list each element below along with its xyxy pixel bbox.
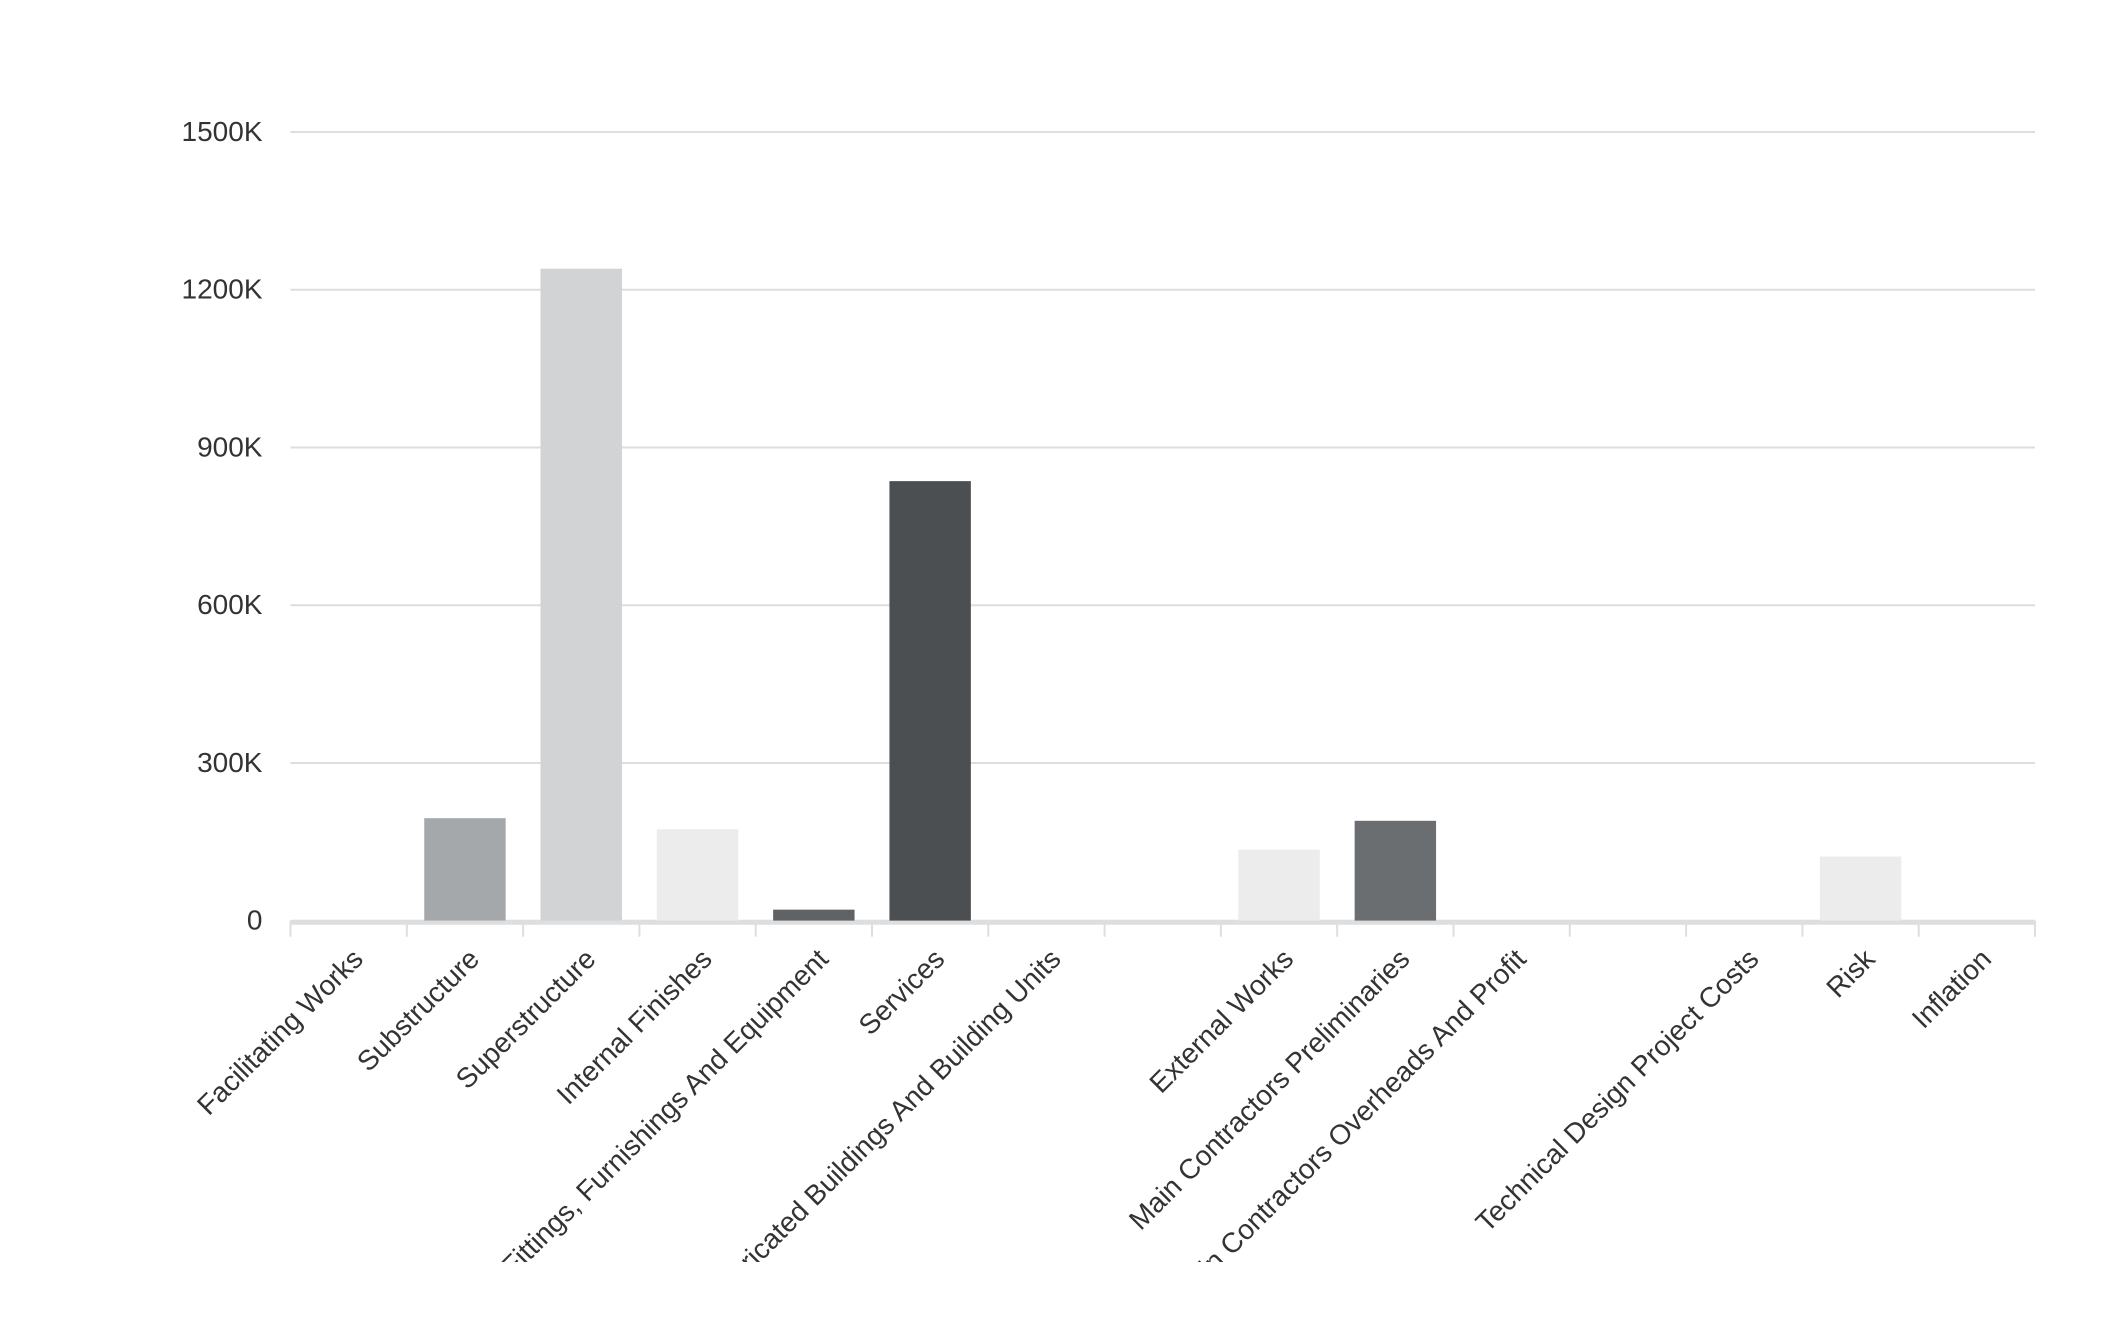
x-axis	[289, 920, 2036, 937]
bar	[1238, 849, 1320, 921]
x-tick-label: Inflation	[1906, 943, 1997, 1034]
y-tick-label: 0	[247, 905, 263, 936]
y-tick-label: 1500K	[182, 116, 263, 147]
y-tick-label: 300K	[197, 747, 263, 778]
x-tick-label: Facilitating Works	[191, 943, 369, 1121]
grid: 0 300K 600K 900K 1200K 1500K	[182, 116, 2035, 936]
bar	[540, 268, 622, 921]
bar	[656, 829, 739, 921]
y-tick-label: 1200K	[182, 274, 263, 305]
y-tick-label: 600K	[197, 589, 263, 620]
bar	[1819, 856, 1902, 921]
x-tick-label: Services	[853, 943, 951, 1041]
bar	[1354, 820, 1437, 921]
x-tick-label: Technical Design Project Costs	[1470, 943, 1765, 1238]
bar	[773, 909, 855, 921]
bars	[424, 268, 1902, 921]
x-labels: Facilitating WorksSubstructureSuperstruc…	[191, 942, 1997, 1262]
x-tick-label: Risk	[1820, 942, 1881, 1003]
y-tick-label: 900K	[197, 431, 263, 462]
bar	[889, 481, 971, 921]
bar	[424, 818, 506, 921]
